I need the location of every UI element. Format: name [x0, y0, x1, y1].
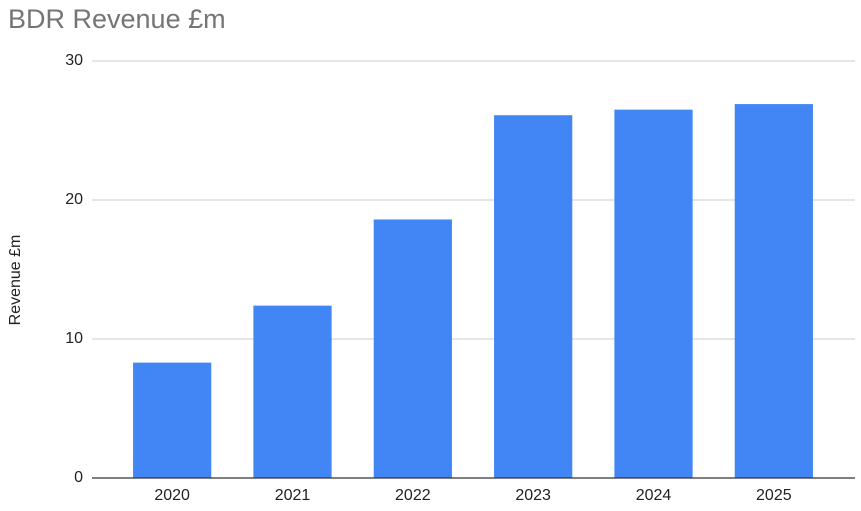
bar	[133, 362, 212, 478]
y-tick-label: 0	[74, 469, 83, 486]
bar	[614, 109, 693, 479]
x-tick-label: 2024	[636, 487, 672, 504]
bar	[253, 305, 332, 478]
y-axis-label: Revenue £m	[7, 235, 24, 326]
bar	[373, 219, 452, 478]
y-tick-label: 20	[65, 191, 83, 208]
bar	[494, 115, 573, 479]
y-tick-label: 10	[65, 330, 83, 347]
chart-title: BDR Revenue £m	[8, 4, 226, 34]
bar	[734, 104, 813, 478]
x-tick-label: 2021	[275, 487, 311, 504]
x-tick-label: 2022	[395, 487, 431, 504]
x-tick-label: 2025	[756, 487, 792, 504]
x-tick-label: 2023	[515, 487, 551, 504]
y-tick-label: 30	[65, 52, 83, 69]
x-tick-label: 2020	[154, 487, 190, 504]
